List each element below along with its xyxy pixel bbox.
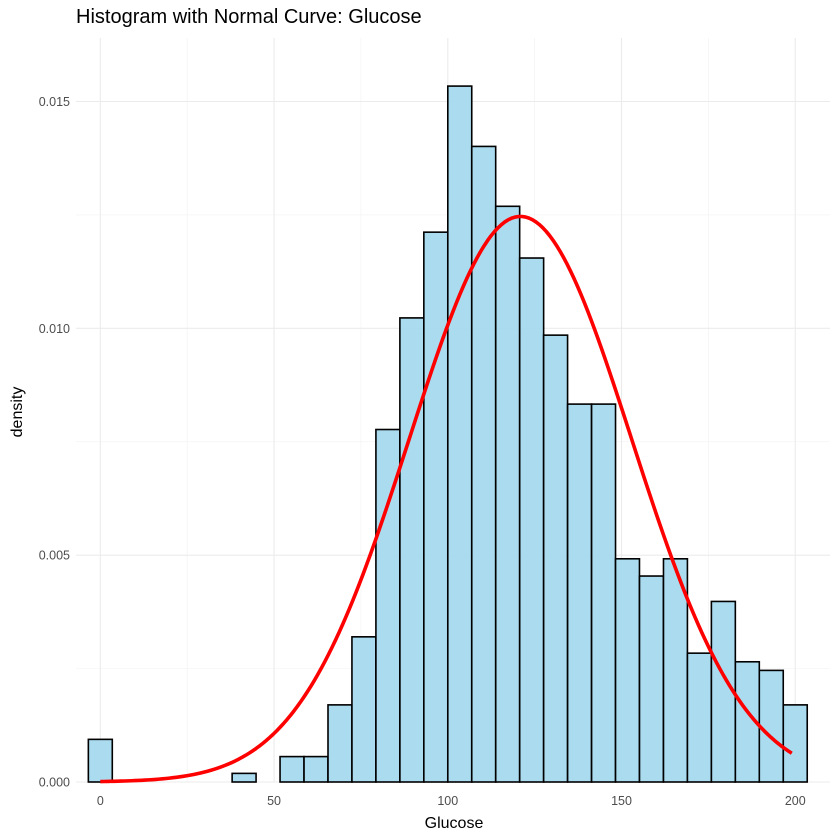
histogram-bar xyxy=(542,334,569,783)
histogram-bar xyxy=(758,669,785,783)
x-tick-label: 0 xyxy=(97,794,104,808)
x-axis-label: Glucose xyxy=(425,815,484,832)
y-tick-label: 0.010 xyxy=(39,322,70,336)
chart-title: Histogram with Normal Curve: Glucose xyxy=(76,6,422,28)
histogram-bar xyxy=(518,257,545,783)
x-tick-label: 200 xyxy=(785,794,806,808)
histogram-bars xyxy=(87,85,809,783)
histogram-bar xyxy=(303,755,329,783)
histogram-bar xyxy=(447,85,473,783)
histogram-bar xyxy=(470,145,497,783)
histogram-bar xyxy=(614,557,641,783)
histogram-bar xyxy=(686,652,713,783)
histogram-bar xyxy=(638,575,665,783)
histogram-bar xyxy=(590,403,617,783)
x-tick-label: 150 xyxy=(611,794,632,808)
histogram-bar xyxy=(423,231,449,783)
histogram-bar xyxy=(87,738,114,783)
histogram-bar xyxy=(494,205,521,783)
histogram-bar xyxy=(351,636,377,783)
y-axis-label: density xyxy=(9,387,26,438)
histogram-bar xyxy=(782,704,809,783)
y-tick-label: 0.000 xyxy=(39,776,70,790)
x-tick-label: 100 xyxy=(437,794,458,808)
axis-ticks: 0 50 100 150 200 0.000 0.005 0.010 0.015 xyxy=(39,95,806,808)
histogram-bar xyxy=(279,755,305,783)
normal-curve-layer xyxy=(100,214,793,784)
normal-curve xyxy=(100,214,793,784)
histogram-bar xyxy=(231,772,257,783)
y-tick-label: 0.015 xyxy=(39,95,70,109)
histogram-bar xyxy=(327,704,353,783)
histogram-bar xyxy=(399,317,425,783)
histogram-bar xyxy=(566,403,593,783)
x-tick-label: 50 xyxy=(267,794,281,808)
y-tick-label: 0.005 xyxy=(39,549,70,563)
